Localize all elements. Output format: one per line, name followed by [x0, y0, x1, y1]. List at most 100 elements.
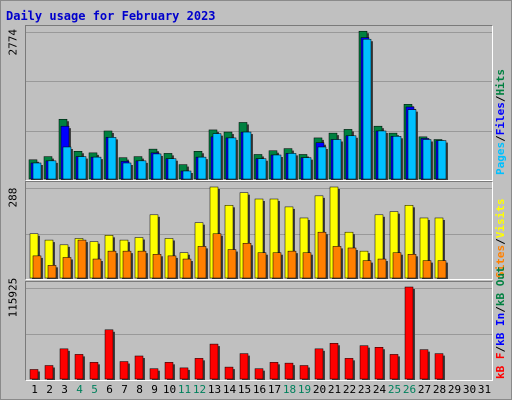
bar-pages-day-21 [332, 139, 342, 180]
bar-sites-day-28 [437, 260, 447, 279]
x-tick-label-day-27: 27 [417, 383, 432, 396]
x-tick-label-day-28: 28 [432, 383, 447, 396]
bar-sites-day-26 [407, 254, 417, 279]
bar-sites-day-21 [332, 246, 342, 279]
bar-pages-day-15 [242, 131, 252, 180]
bar-pages-day-27 [422, 139, 432, 180]
x-tick-label-day-8: 8 [136, 383, 143, 396]
kb-plot [26, 286, 492, 380]
x-tick-label-day-14: 14 [222, 383, 237, 396]
bar-pages-day-7 [122, 162, 132, 180]
bar-sites-day-25 [392, 252, 402, 279]
bar-pages-day-22 [347, 135, 357, 180]
x-tick-label-day-2: 2 [46, 383, 53, 396]
bar-pages-day-10 [167, 158, 177, 180]
x-tick-label-day-10: 10 [162, 383, 177, 396]
bar-pages-day-5 [92, 156, 102, 180]
x-tick-label-day-7: 7 [121, 383, 128, 396]
bar-pages-day-26 [407, 109, 417, 180]
bar-pages-day-6 [107, 137, 117, 180]
legend-sep: / [494, 95, 507, 103]
x-tick-label-day-30: 30 [462, 383, 477, 396]
bar-kbf-day-19 [299, 365, 309, 380]
bar-pages-day-13 [212, 133, 222, 180]
legend-kb-f: kB F [494, 352, 507, 380]
legend-sep: / [494, 345, 507, 353]
bar-sites-day-7 [122, 250, 132, 279]
bar-sites-day-27 [422, 260, 432, 279]
y-max-label-hits: 2774 [6, 29, 20, 56]
bar-kbf-day-23 [359, 345, 369, 380]
x-tick-label-day-1: 1 [31, 383, 38, 396]
bar-pages-day-23 [362, 38, 372, 180]
bar-kbf-day-8 [134, 355, 144, 380]
x-tick-label-day-13: 13 [207, 383, 222, 396]
bar-sites-day-20 [317, 231, 327, 279]
x-tick-label-day-31: 31 [477, 383, 492, 396]
x-tick-label-day-3: 3 [61, 383, 68, 396]
bar-kbf-day-25 [389, 354, 399, 380]
x-tick-label-day-25: 25 [387, 383, 402, 396]
bar-kbf-day-28 [434, 353, 444, 380]
x-tick-label-day-29: 29 [447, 383, 462, 396]
bar-kbf-day-3 [59, 348, 69, 380]
bar-pages-day-25 [392, 136, 402, 180]
bar-kbf-day-12 [194, 358, 204, 380]
bar-kbf-day-26 [404, 286, 414, 380]
x-tick-label-day-9: 9 [151, 383, 158, 396]
legend-files: Files [494, 102, 507, 136]
x-tick-label-day-12: 12 [192, 383, 207, 396]
legend-pages: Pages [494, 141, 507, 175]
x-tick-label-day-15: 15 [237, 383, 252, 396]
x-tick-label-day-18: 18 [282, 383, 297, 396]
chart-title: Daily usage for February 2023 [6, 9, 216, 23]
x-tick-label-day-26: 26 [402, 383, 417, 396]
bar-kbf-day-15 [239, 353, 249, 380]
bar-kbf-day-13 [209, 343, 219, 380]
bar-sites-day-4 [77, 239, 87, 279]
x-tick-label-day-17: 17 [267, 383, 282, 396]
bar-sites-day-8 [137, 250, 147, 279]
bar-kbf-day-9 [149, 368, 159, 380]
bar-kbf-day-24 [374, 347, 384, 380]
legend-hits: Hits [494, 69, 507, 96]
visits-sites-panel [25, 181, 493, 280]
legend-visits-sites: Sites/Visits [490, 183, 512, 279]
x-tick-label-day-22: 22 [342, 383, 357, 396]
x-tick-label-day-24: 24 [372, 383, 387, 396]
y-max-label-visits: 288 [6, 187, 20, 208]
x-tick-label-day-11: 11 [177, 383, 192, 396]
hits-files-pages-panel [25, 25, 493, 181]
bar-pages-day-17 [272, 154, 282, 180]
legend-sep: / [494, 306, 507, 313]
bar-pages-day-24 [377, 130, 387, 180]
bar-kbf-day-6 [104, 329, 114, 380]
bar-pages-day-18 [287, 153, 297, 180]
bar-sites-day-9 [152, 254, 162, 279]
bar-pages-day-9 [152, 153, 162, 180]
bar-kbf-day-14 [224, 366, 234, 380]
bar-kbf-day-16 [254, 368, 264, 380]
x-tick-label-day-6: 6 [106, 383, 113, 396]
bar-kbf-day-20 [314, 348, 324, 380]
kb-panel [25, 281, 493, 381]
x-tick-label-day-21: 21 [327, 383, 342, 396]
legend-visits: Visits [494, 198, 507, 239]
bar-sites-day-3 [62, 257, 72, 279]
y-max-label-kb: 115925 [6, 277, 20, 318]
bar-sites-day-14 [227, 249, 237, 279]
legend-sep: / [494, 238, 507, 245]
bar-pages-day-8 [137, 160, 147, 180]
x-tick-label-day-16: 16 [252, 383, 267, 396]
bar-kbf-day-17 [269, 362, 279, 380]
bar-kbf-day-21 [329, 343, 339, 380]
bar-pages-day-4 [77, 156, 87, 180]
bar-pages-day-3 [62, 146, 72, 180]
bar-sites-day-5 [92, 258, 102, 279]
bar-sites-day-18 [287, 250, 297, 279]
legend-kb-out: kB Out [494, 266, 507, 307]
x-tick-label-day-19: 19 [297, 383, 312, 396]
bar-sites-day-6 [107, 250, 117, 279]
legend-hits-files-pages: Pages/Files/Hits [490, 27, 512, 177]
